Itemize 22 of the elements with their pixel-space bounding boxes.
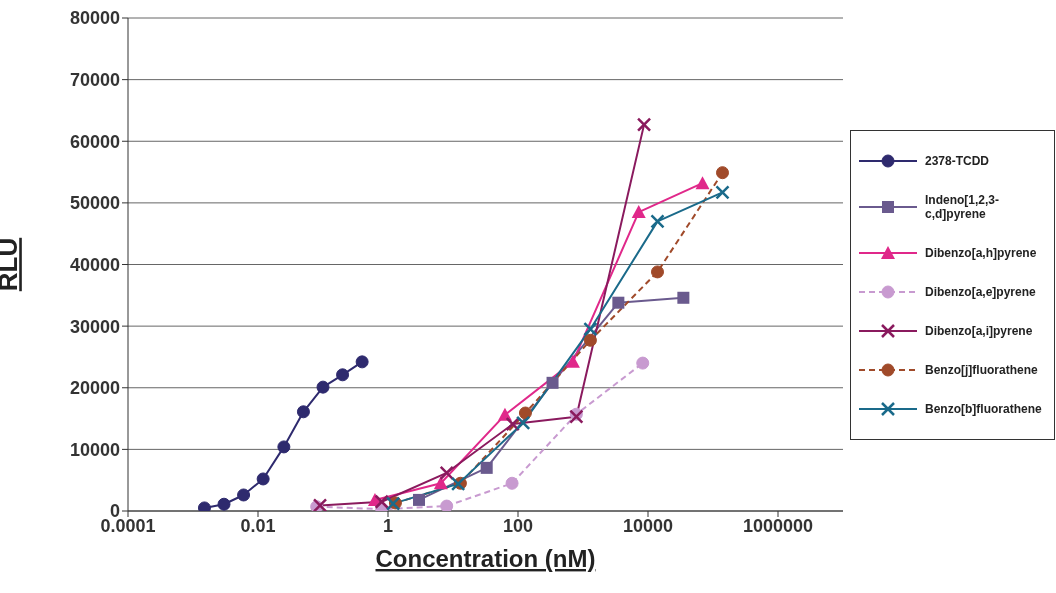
y-tick-label: 20000 [69, 378, 120, 399]
y-tick-label: 30000 [69, 316, 120, 337]
legend-label: Benzo[j]fluorathene [925, 363, 1038, 378]
legend-label: Dibenzo[a,h]pyrene [925, 245, 1037, 260]
legend-label: Benzo[b]fluorathene [925, 402, 1042, 417]
y-tick-label: 60000 [69, 131, 120, 152]
y-tick-label: 40000 [69, 254, 120, 275]
y-tick-label: 50000 [69, 193, 120, 214]
y-tick-label: 70000 [69, 70, 120, 91]
y-tick-label: 80000 [69, 8, 120, 29]
x-tick-label: 1000000 [742, 515, 814, 536]
y-tick-label: 10000 [69, 439, 120, 460]
legend-label: Dibenzo[a,e]pyrene [925, 284, 1036, 299]
legend-label: 2378-TCDD [925, 153, 990, 168]
x-tick-label: 100 [502, 515, 534, 536]
x-tick-label: 10000 [622, 515, 674, 536]
legend-label: Indeno[1,2,3-c,d]pyrene [925, 192, 1000, 221]
x-tick-label: 1 [382, 515, 394, 536]
y-axis-title: RLU [0, 237, 24, 292]
x-tick-label: 0.01 [240, 515, 276, 536]
legend-label: Dibenzo[a,i]pyrene [925, 324, 1033, 339]
x-axis-title: Concentration (nM) [375, 545, 596, 572]
